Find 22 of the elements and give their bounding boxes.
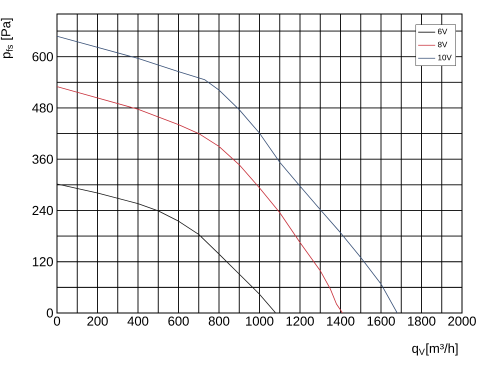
x-tick-label: 1200 (286, 316, 314, 326)
line-series (57, 86, 343, 313)
x-tick-label: 600 (168, 316, 189, 326)
x-tick-label: 1400 (327, 316, 354, 326)
x-tick-label: 800 (208, 316, 230, 326)
y-tick-label: 0 (46, 308, 53, 318)
y-tick-label: 480 (32, 103, 53, 113)
y-tick-label: 360 (32, 154, 53, 164)
x-tick-label: 2000 (448, 316, 476, 326)
x-tick-label: 1800 (408, 316, 436, 326)
y-tick-label: 120 (32, 257, 53, 266)
line-series (57, 36, 398, 313)
y-tick-label: 240 (32, 206, 53, 216)
x-tick-label: 400 (127, 316, 148, 326)
y-axis-title: p$_{fs}$ [Pa] (0, 18, 13, 58)
x-tick-label: 1600 (368, 316, 395, 326)
line-series (57, 184, 276, 313)
x-tick-label: 0 (54, 316, 60, 326)
x-axis-title: q$_{V}$[m³/h] (412, 343, 458, 356)
x-tick-label: 1000 (246, 316, 274, 326)
y-tick-label: 600 (32, 52, 53, 62)
x-tick-label: 200 (87, 316, 108, 326)
